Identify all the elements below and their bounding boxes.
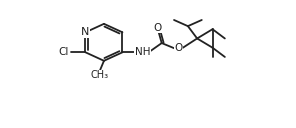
Text: O: O	[175, 44, 183, 54]
Text: NH: NH	[135, 47, 150, 57]
Text: N: N	[81, 27, 90, 37]
Text: Cl: Cl	[58, 47, 68, 57]
Text: CH₃: CH₃	[90, 70, 108, 80]
Text: O: O	[154, 23, 162, 33]
